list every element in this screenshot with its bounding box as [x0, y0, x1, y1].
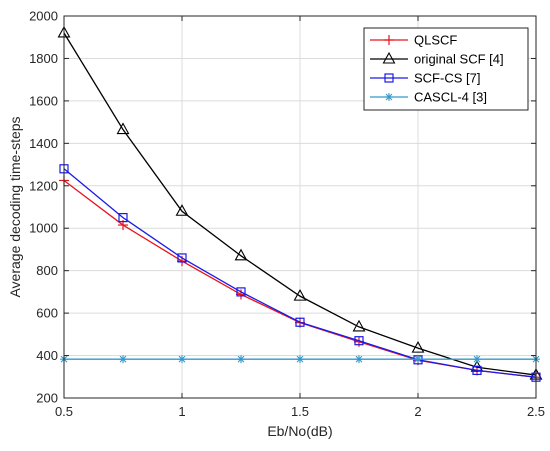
x-tick-label: 2.5: [527, 404, 545, 419]
star-marker-d2: [178, 355, 186, 363]
legend-item: original SCF [4]: [370, 52, 504, 67]
data-point: [411, 340, 425, 353]
legend-item: CASCL-4 [3]: [370, 90, 487, 105]
data-point: [118, 213, 128, 223]
y-axis-label: Average decoding time-steps: [7, 116, 23, 297]
data-point: [295, 317, 305, 327]
triangle-marker: [411, 340, 425, 353]
square-marker: [384, 73, 394, 83]
data-point: [296, 355, 304, 364]
legend-marker: [384, 73, 394, 83]
series-layer: [57, 25, 543, 383]
triangle-marker: [175, 204, 189, 216]
y-tick-label: 400: [36, 348, 58, 363]
star-marker-d2: [237, 355, 245, 363]
legend-label: QLSCF: [414, 33, 457, 48]
legend-item: SCF-CS [7]: [370, 71, 480, 86]
data-point: [354, 336, 364, 346]
y-tick-label: 1200: [29, 178, 58, 193]
x-tick-label: 1: [178, 404, 185, 419]
legend-marker: [385, 93, 393, 101]
data-point: [234, 248, 248, 261]
data-point: [352, 319, 366, 332]
legend-label: original SCF [4]: [414, 52, 504, 67]
star-marker-d2: [473, 355, 481, 363]
y-tick-label: 1800: [29, 51, 58, 66]
legend: QLSCF original SCF [4] SCF-CS [7] CASCL-4 […: [363, 27, 529, 111]
y-tick-label: 1600: [29, 93, 58, 108]
x-tick-label: 1.5: [291, 404, 309, 419]
data-point: [472, 365, 482, 376]
y-tick-label: 1400: [29, 136, 58, 151]
tick-labels: 0.5 1 1.5 2 2.5 200 400 600 800 1000 1200 1400 1600 1…: [29, 9, 545, 420]
triangle-marker: [352, 319, 366, 332]
star-marker-d2: [119, 355, 127, 363]
square-marker: [118, 213, 128, 223]
series-line: [63, 168, 537, 378]
star-marker-d2: [355, 355, 363, 363]
data-point: [293, 288, 307, 301]
data-point: [355, 355, 363, 364]
y-tick-label: 2000: [29, 9, 58, 24]
x-axis-label: Eb/No(dB): [267, 423, 332, 439]
square-marker: [472, 365, 482, 376]
star-marker-d2: [414, 355, 422, 363]
data-point: [236, 287, 246, 297]
triangle-marker: [116, 122, 130, 135]
legend-marker: [384, 35, 394, 45]
triangle-marker: [293, 288, 307, 301]
x-tick-label: 2: [414, 404, 421, 419]
triangle-marker: [382, 51, 396, 64]
star-marker-d2: [385, 93, 393, 101]
y-tick-label: 200: [36, 391, 58, 406]
legend-label: CASCL-4 [3]: [414, 90, 487, 105]
star-marker-d2: [296, 355, 304, 363]
y-tick-label: 800: [36, 263, 58, 278]
series-line: [63, 32, 537, 376]
y-tick-label: 600: [36, 306, 58, 321]
y-tick-label: 1000: [29, 221, 58, 236]
data-point: [116, 122, 130, 135]
square-marker: [354, 336, 364, 346]
data-point: [175, 204, 189, 216]
legend-box: [363, 27, 529, 111]
square-marker: [295, 317, 305, 327]
data-point: [414, 355, 422, 364]
triangle-marker: [234, 248, 248, 261]
axes: [63, 15, 537, 399]
x-tick-label: 0.5: [55, 404, 73, 419]
data-point: [236, 289, 246, 300]
data-point: [178, 355, 186, 364]
data-point: [473, 355, 481, 364]
data-point: [119, 355, 127, 364]
square-marker: [236, 287, 246, 297]
data-point: [177, 253, 187, 263]
legend-marker: [382, 51, 396, 64]
legend-label: SCF-CS [7]: [414, 71, 480, 86]
legend-item: QLSCF: [370, 33, 457, 48]
square-marker: [177, 253, 187, 263]
data-point: [237, 355, 245, 364]
